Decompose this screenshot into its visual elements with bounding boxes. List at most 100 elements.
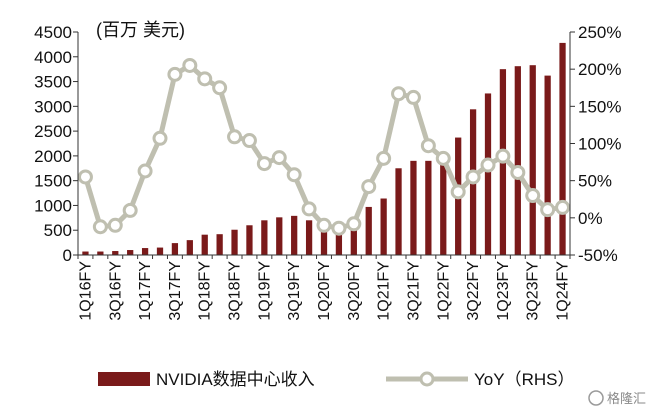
- bar-4Q20FY: [365, 206, 372, 255]
- x-tick-label: 3Q21FY: [405, 261, 422, 321]
- y-right-tick-label: 250%: [578, 23, 621, 42]
- yoy-point-4Q21FY: [420, 138, 436, 154]
- yoy-point-4Q19FY: [301, 201, 317, 217]
- y-axis-right: 250% 200% 150% 100% 50% 0% -50%: [569, 23, 621, 265]
- bar-3Q21FY: [410, 160, 417, 255]
- bar-3Q18FY: [231, 229, 238, 255]
- bar-1Q18FY: [201, 234, 208, 255]
- yoy-point-2Q18FY: [212, 80, 228, 96]
- y-left-tick-label: 4500: [34, 23, 72, 42]
- bar-2Q17FY: [156, 247, 164, 255]
- bar-4Q21FY: [425, 160, 432, 255]
- y-left-tick-label: 0: [63, 246, 72, 265]
- bar-4Q17FY: [186, 240, 193, 255]
- bar-1Q22FY: [440, 153, 447, 255]
- yoy-point-2Q17FY: [152, 130, 168, 146]
- yoy-point-1Q24FY: [555, 199, 571, 215]
- x-tick-label: 1Q18FY: [197, 261, 214, 321]
- x-tick-label: 1Q23FY: [495, 261, 512, 321]
- y-axis-left: 0 500 1000 1500 2000 2500 3000 3500 4000 4500: [34, 23, 79, 265]
- y-right-tick-label: 150%: [578, 97, 621, 116]
- bar-4Q22FY: [484, 93, 492, 255]
- yoy-point-1Q17FY: [137, 163, 153, 179]
- yoy-point-1Q18FY: [197, 71, 213, 87]
- x-tick-label: 1Q24FY: [555, 261, 572, 321]
- yoy-point-4Q18FY: [241, 133, 257, 149]
- yoy-point-2Q23FY: [510, 164, 526, 180]
- x-axis: 1Q16FY 3Q16FY 1Q17FY 3Q17FY 1Q18FY 3Q18FY 1Q19…: [77, 254, 572, 321]
- yoy-point-2Q22FY: [450, 184, 466, 200]
- bar-2Q18FY: [216, 234, 223, 255]
- yoy-point-1Q20FY: [316, 217, 332, 233]
- legend-label-line: YoY（RHS）: [474, 370, 574, 389]
- yoy-point-3Q19FY: [286, 167, 302, 183]
- watermark-text: 格隆汇: [607, 391, 646, 406]
- x-tick-label: 3Q23FY: [525, 261, 542, 321]
- legend: NVIDIA数据中心收入 YoY（RHS）: [98, 370, 574, 389]
- bar-3Q17FY: [171, 243, 179, 255]
- yoy-point-4Q22FY: [480, 157, 496, 173]
- x-tick-label: 3Q22FY: [465, 261, 482, 321]
- bar-1Q20FY: [320, 223, 328, 255]
- yoy-point-2Q20FY: [331, 220, 347, 236]
- bar-2Q19FY: [276, 217, 283, 255]
- y-left-tick-label: 2500: [34, 122, 72, 141]
- yoy-point-1Q21FY: [376, 150, 392, 166]
- yoy-point-3Q18FY: [227, 129, 243, 145]
- bar-3Q20FY: [350, 218, 357, 255]
- y-left-tick-label: 2000: [34, 147, 72, 166]
- legend-bar-swatch: [98, 372, 150, 386]
- y-right-tick-label: -50%: [578, 246, 618, 265]
- x-tick-label: 1Q17FY: [137, 261, 154, 321]
- bar-1Q16FY: [82, 251, 89, 255]
- y-left-tick-label: 1000: [34, 196, 72, 215]
- bar-1Q21FY: [380, 198, 387, 255]
- x-tick-label: 3Q16FY: [107, 261, 124, 321]
- yoy-point-1Q16FY: [77, 169, 93, 185]
- bar-3Q23FY: [529, 65, 536, 255]
- legend-line-marker: [419, 371, 435, 387]
- yoy-point-3Q16FY: [107, 217, 123, 233]
- bar-3Q16FY: [112, 251, 119, 255]
- y-right-tick-label: 200%: [578, 60, 621, 79]
- bar-1Q17FY: [141, 248, 149, 255]
- y-right-tick-label: 0%: [578, 209, 603, 228]
- yoy-point-1Q19FY: [256, 156, 272, 172]
- yoy-point-1Q22FY: [435, 150, 451, 166]
- legend-label-bar: NVIDIA数据中心收入: [156, 370, 315, 389]
- bar-1Q24FY: [559, 42, 566, 256]
- x-tick-label: 3Q20FY: [346, 261, 363, 321]
- bar-4Q23FY: [544, 75, 551, 255]
- yoy-point-4Q16FY: [122, 202, 138, 218]
- yoy-point-1Q23FY: [495, 148, 511, 164]
- bar-4Q16FY: [127, 250, 134, 255]
- yoy-point-2Q16FY: [92, 219, 108, 235]
- watermark-logo-icon: [588, 390, 604, 406]
- x-tick-label: 1Q21FY: [376, 261, 393, 321]
- bar-2Q21FY: [395, 168, 402, 255]
- y-left-tick-label: 1500: [34, 172, 72, 191]
- yoy-point-4Q23FY: [540, 202, 556, 218]
- bar-4Q19FY: [305, 220, 313, 255]
- x-tick-label: 1Q20FY: [316, 261, 333, 321]
- bar-3Q19FY: [291, 215, 298, 255]
- unit-label: (百万 美元): [96, 20, 185, 40]
- yoy-point-4Q20FY: [361, 179, 377, 195]
- yoy-point-2Q19FY: [271, 150, 287, 166]
- line-series: [77, 57, 571, 236]
- x-tick-label: 3Q18FY: [227, 261, 244, 321]
- x-tick-label: 1Q16FY: [77, 261, 94, 321]
- y-left-tick-label: 4000: [34, 48, 72, 67]
- bar-2Q20FY: [335, 222, 343, 255]
- y-right-tick-label: 50%: [578, 172, 612, 191]
- x-tick-label: 3Q19FY: [286, 261, 303, 321]
- yoy-point-3Q22FY: [465, 169, 481, 185]
- y-left-tick-label: 3000: [34, 97, 72, 116]
- bar-2Q16FY: [97, 251, 104, 255]
- bar-2Q23FY: [514, 66, 521, 255]
- x-tick-label: 3Q17FY: [167, 261, 184, 321]
- x-tick-label: 1Q19FY: [256, 261, 273, 321]
- watermark: 格隆汇: [588, 390, 646, 406]
- yoy-point-4Q17FY: [182, 57, 198, 73]
